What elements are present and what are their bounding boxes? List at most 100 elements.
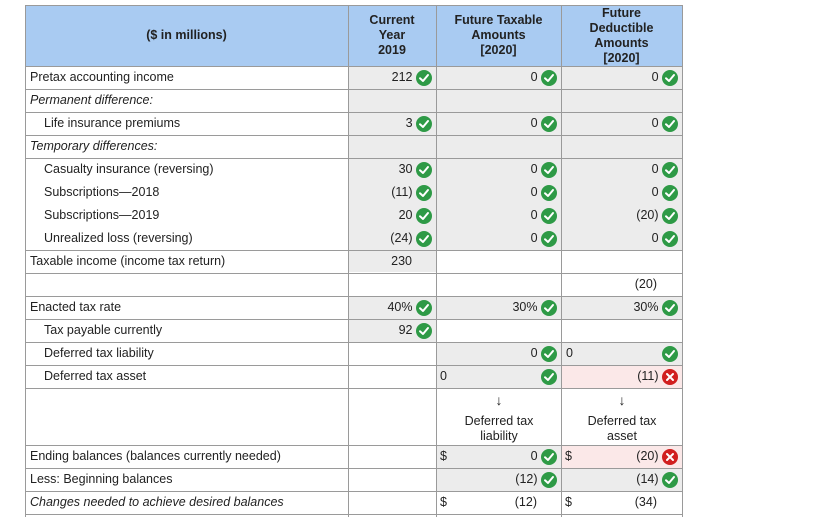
header-future-taxable: Future Taxable Amounts [2020] — [454, 13, 543, 57]
value-cell[interactable]: 40% — [352, 296, 432, 319]
check-icon — [662, 299, 678, 316]
caption-deferred-tax-asset: Deferred tax asset — [587, 414, 657, 443]
value-cell[interactable]: 0 — [440, 204, 557, 227]
value-cell[interactable]: (11) — [565, 365, 678, 388]
incorrect-icon — [662, 368, 678, 385]
check-icon — [416, 207, 432, 224]
value-cell[interactable]: 3 — [352, 112, 432, 135]
row-label-temporary: Temporary differences: — [30, 139, 158, 153]
value-cell[interactable]: 92 — [352, 319, 432, 342]
header-divider — [348, 5, 349, 517]
incorrect-icon — [662, 448, 678, 465]
value-cell[interactable]: 0 — [565, 112, 678, 135]
row-label-tax-rate: Enacted tax rate — [30, 300, 122, 314]
value-cell[interactable]: (24) — [352, 227, 432, 250]
value-cell[interactable]: (14) — [585, 468, 678, 491]
row-divider — [25, 468, 683, 469]
check-icon — [662, 471, 678, 488]
value-cell[interactable]: 0 — [440, 181, 557, 204]
check-icon — [541, 345, 557, 362]
value-cell[interactable]: 0 — [440, 227, 557, 250]
value-cell[interactable]: 20 — [352, 204, 432, 227]
row-label-casualty: Casualty insurance (reversing) — [44, 162, 214, 176]
header-units: ($ in millions) — [146, 28, 227, 42]
value-cell[interactable]: 30% — [440, 296, 557, 319]
row-label-changes: Changes needed to achieve desired balanc… — [30, 495, 284, 509]
check-icon — [541, 207, 557, 224]
row-label-permanent: Permanent difference: — [30, 93, 153, 107]
check-icon — [541, 471, 557, 488]
check-icon — [541, 368, 557, 385]
row-divider — [25, 158, 683, 159]
arrow-down-icon: ↓ — [618, 392, 626, 408]
value-cell: (34) — [634, 495, 657, 510]
row-label-taxable-income: Taxable income (income tax return) — [30, 254, 226, 268]
value-cell[interactable]: 0 — [440, 158, 557, 181]
check-icon — [662, 184, 678, 201]
value-cell[interactable]: 0 — [440, 66, 557, 89]
value-cell[interactable]: 0 — [565, 66, 678, 89]
caption-deferred-tax-liability: Deferred tax liability — [464, 414, 534, 443]
value-cell[interactable]: 0 — [460, 445, 557, 468]
row-label-ending: Ending balances (balances currently need… — [30, 449, 281, 463]
table-border-top — [25, 5, 683, 6]
value-cell[interactable]: 30 — [352, 158, 432, 181]
value-cell[interactable]: 0 — [440, 369, 447, 384]
value-cell[interactable]: (12) — [460, 468, 557, 491]
row-divider — [25, 66, 683, 67]
row-label-tax-payable: Tax payable currently — [44, 323, 163, 337]
input-column-shade — [562, 468, 682, 491]
row-divider — [25, 491, 683, 492]
value-cell: (12) — [514, 495, 537, 510]
row-divider — [25, 112, 683, 113]
row-label-pretax: Pretax accounting income — [30, 70, 174, 84]
value-cell[interactable]: 0 — [565, 181, 678, 204]
currency-symbol: $ — [565, 495, 572, 509]
check-icon — [541, 69, 557, 86]
check-icon — [541, 161, 557, 178]
row-label-dta: Deferred tax asset — [44, 369, 147, 383]
row-label-beginning: Less: Beginning balances — [30, 472, 173, 486]
check-icon — [662, 69, 678, 86]
row-divider — [25, 135, 683, 136]
table-header — [25, 5, 683, 66]
header-divider — [436, 5, 437, 517]
value-cell[interactable]: (20) — [585, 445, 678, 468]
row-label-life-insurance: Life insurance premiums — [44, 116, 181, 130]
row-divider — [25, 445, 683, 446]
row-label-unrealized: Unrealized loss (reversing) — [44, 231, 193, 245]
incorrect-cell-shade — [562, 365, 682, 388]
row-label-dtl: Deferred tax liability — [44, 346, 154, 360]
value-cell[interactable]: 0 — [440, 112, 557, 135]
row-divider — [25, 89, 683, 90]
value-cell[interactable]: (11) — [352, 181, 432, 204]
check-icon — [416, 299, 432, 316]
value-cell[interactable] — [440, 365, 557, 388]
currency-symbol: $ — [565, 449, 572, 463]
row-divider — [25, 319, 683, 320]
check-icon — [662, 161, 678, 178]
value-cell[interactable]: (20) — [565, 204, 678, 227]
check-icon — [416, 230, 432, 247]
check-icon — [416, 161, 432, 178]
check-icon — [541, 115, 557, 132]
value-cell[interactable]: 30% — [565, 296, 678, 319]
row-divider — [25, 250, 683, 251]
row-divider — [25, 296, 683, 297]
row-divider — [25, 388, 683, 389]
input-column-shade — [437, 296, 561, 319]
value-cell[interactable]: 0 — [440, 342, 557, 365]
value-cell[interactable]: 0 — [565, 158, 678, 181]
row-divider — [25, 342, 683, 343]
table-border-right — [682, 5, 683, 517]
incorrect-cell-shade — [562, 445, 682, 468]
row-divider — [25, 365, 683, 366]
value-cell[interactable] — [565, 342, 678, 365]
value-cell[interactable]: 0 — [565, 227, 678, 250]
currency-symbol: $ — [440, 449, 447, 463]
value-cell[interactable]: 212 — [352, 66, 432, 89]
value-cell[interactable]: 0 — [566, 346, 573, 361]
input-column-shade — [562, 342, 682, 365]
row-label-sub2018: Subscriptions—2018 — [44, 185, 160, 199]
check-icon — [416, 322, 432, 339]
